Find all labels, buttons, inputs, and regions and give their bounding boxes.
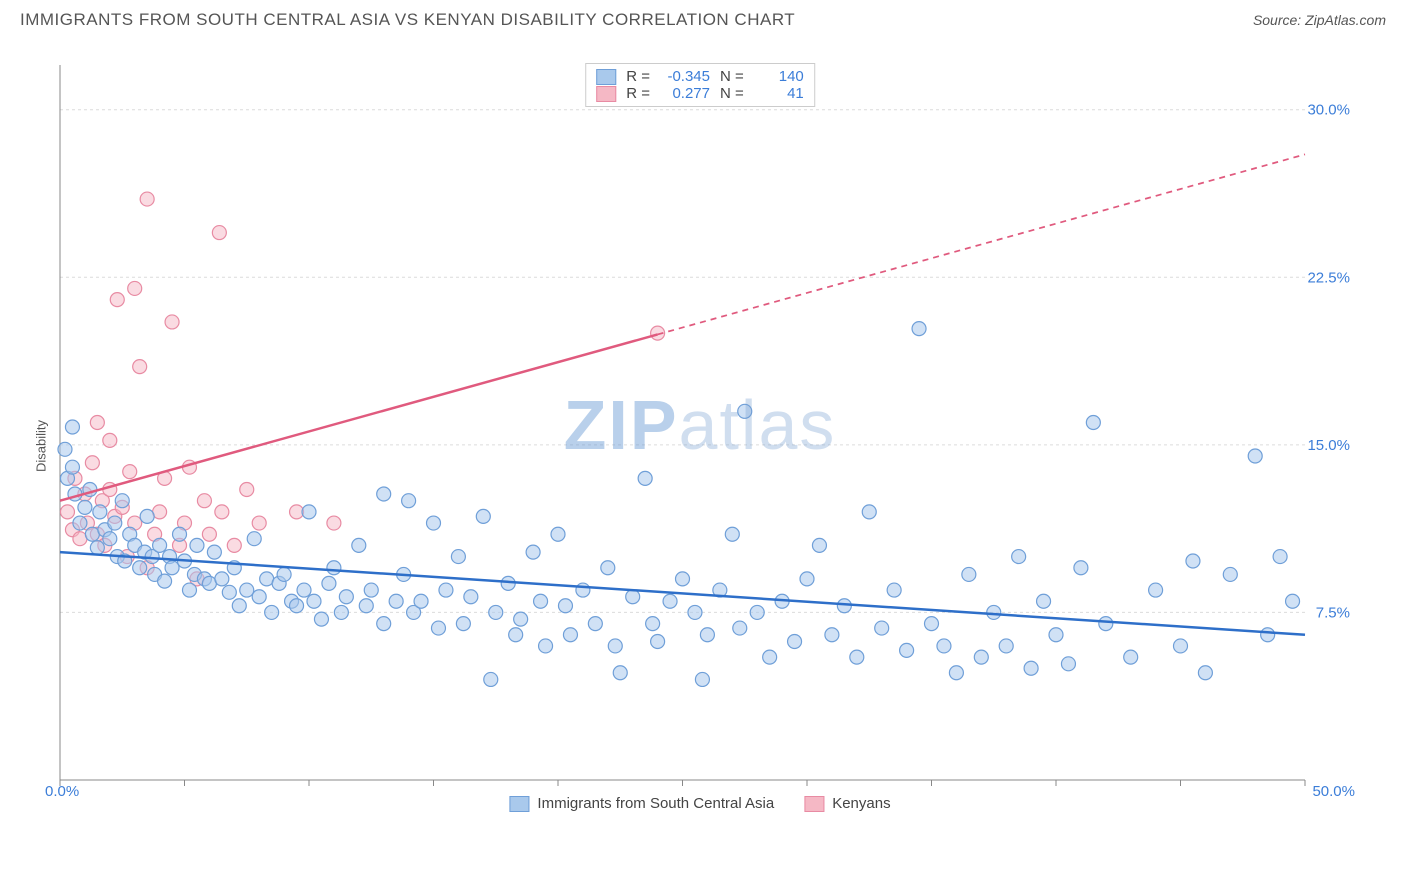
svg-text:7.5%: 7.5% [1316,604,1350,621]
source-name: ZipAtlas.com [1305,12,1386,28]
legend-label-2: Kenyans [832,795,890,812]
stats-row: R = -0.345 N = 140 [596,68,804,85]
chart-title: IMMIGRANTS FROM SOUTH CENTRAL ASIA VS KE… [20,10,795,30]
n-label: N = [720,85,744,102]
svg-text:30.0%: 30.0% [1307,102,1350,119]
legend-label-1: Immigrants from South Central Asia [537,795,774,812]
legend-item: Immigrants from South Central Asia [509,795,774,812]
scatter-plot-svg: 7.5% 15.0% 22.5% 30.0% [50,60,1350,820]
swatch-series2 [596,86,616,102]
svg-text:22.5%: 22.5% [1307,269,1350,286]
r-value-2: 0.277 [660,85,710,102]
stats-row: R = 0.277 N = 41 [596,85,804,102]
source-attribution: Source: ZipAtlas.com [1253,12,1386,28]
legend-swatch-2 [804,796,824,812]
x-axis-min-label: 0.0% [45,783,79,800]
source-prefix: Source: [1253,12,1305,28]
n-value-2: 41 [754,85,804,102]
legend-swatch-1 [509,796,529,812]
chart-plot-area: ZIPatlas R = -0.345 N = 140 R = 0.277 N … [50,60,1350,820]
x-axis-max-label: 50.0% [1312,783,1355,800]
n-value-1: 140 [754,68,804,85]
r-label: R = [626,85,650,102]
swatch-series1 [596,69,616,85]
svg-text:15.0%: 15.0% [1307,437,1350,454]
r-value-1: -0.345 [660,68,710,85]
series-legend: Immigrants from South Central Asia Kenya… [509,795,890,812]
correlation-stats-legend: R = -0.345 N = 140 R = 0.277 N = 41 [585,63,815,107]
legend-item: Kenyans [804,795,890,812]
y-axis-label: Disability [34,420,49,472]
n-label: N = [720,68,744,85]
r-label: R = [626,68,650,85]
